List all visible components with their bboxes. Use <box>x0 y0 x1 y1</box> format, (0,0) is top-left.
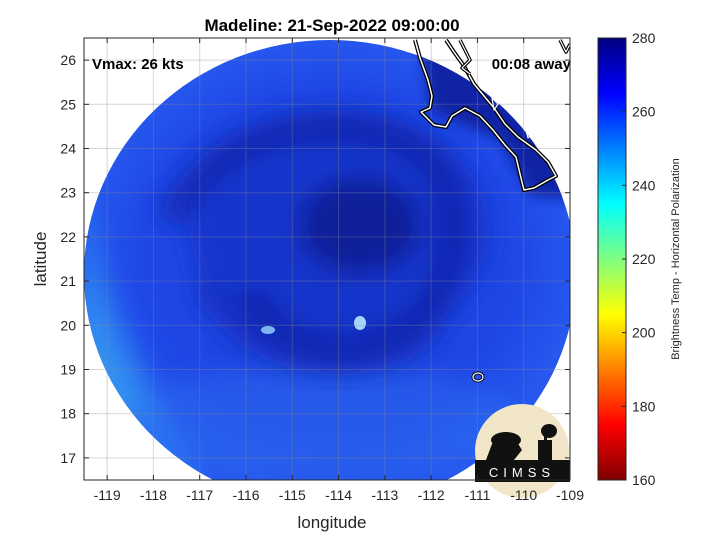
y-tick-label: 21 <box>60 273 76 289</box>
x-tick-label: -112 <box>418 487 445 503</box>
y-tick-label: 19 <box>60 362 76 378</box>
colorbar-ticks: 160 180 200 220 240 260 280 <box>622 30 656 488</box>
x-tick-label: -109 <box>556 487 584 503</box>
vmax-annotation: Vmax: 26 kts <box>92 56 184 73</box>
x-tick-label: -116 <box>233 487 260 503</box>
y-tick-label: 18 <box>60 406 76 422</box>
axes-frame <box>83 37 571 481</box>
x-tick-label: -110 <box>510 487 537 503</box>
cimss-logo-text: CIMSS <box>489 465 555 480</box>
x-tick-label: -114 <box>325 487 352 503</box>
y-tick-label: 17 <box>60 450 76 466</box>
x-tick-label: -113 <box>371 487 398 503</box>
time-offset-annotation: 00:08 away <box>492 56 572 73</box>
chart-title: Madeline: 21-Sep-2022 09:00:00 <box>204 16 459 35</box>
colorbar-tick-label: 180 <box>632 398 656 414</box>
y-tick-label: 24 <box>60 141 76 157</box>
colorbar-tick-label: 280 <box>632 30 656 46</box>
y-tick-label: 26 <box>60 52 76 68</box>
x-tick-label: -118 <box>140 487 167 503</box>
colorbar-gradient <box>597 37 627 481</box>
y-tick-label: 23 <box>60 185 76 201</box>
colorbar-tick-label: 200 <box>632 325 656 341</box>
colorbar-tick-label: 240 <box>632 177 656 193</box>
cimss-logo: CIMSS <box>475 404 570 498</box>
x-tick-label: -111 <box>464 487 490 503</box>
y-tick-label: 25 <box>60 96 76 112</box>
colorbar-tick-label: 160 <box>632 472 656 488</box>
x-axis: -119 -118 -117 -116 -115 -114 -113 -112 -111 -110… <box>94 38 584 503</box>
colorbar-tick-label: 260 <box>632 104 656 120</box>
x-axis-label: longitude <box>297 513 366 532</box>
y-tick-label: 22 <box>60 229 76 245</box>
colorbar: 160 180 200 220 240 260 280 Brightness Temp - … <box>597 30 682 488</box>
y-tick-label: 20 <box>60 317 76 333</box>
x-tick-label: -117 <box>186 487 213 503</box>
y-axis-label: latitude <box>31 232 50 287</box>
coastline-outline <box>413 38 570 383</box>
x-tick-label: -119 <box>94 487 121 503</box>
colorbar-label: Brightness Temp - Horizontal Polarizatio… <box>670 158 682 360</box>
colorbar-tick-label: 220 <box>632 251 656 267</box>
x-tick-label: -115 <box>279 487 306 503</box>
y-axis: 17 18 19 20 21 22 23 24 25 26 <box>60 52 570 466</box>
